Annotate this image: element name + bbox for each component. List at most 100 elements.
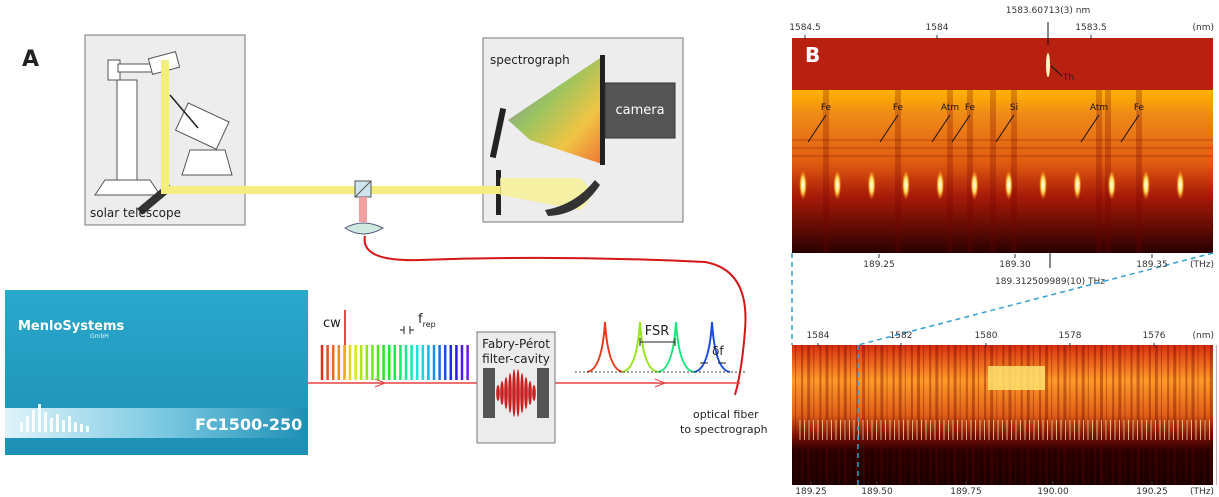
absorption-line <box>990 90 996 253</box>
line-label: 1583.60713(3) nm <box>1006 6 1090 16</box>
absorption-line <box>856 345 858 485</box>
comb-beam <box>359 197 367 222</box>
absorption-line <box>978 345 979 485</box>
cavity-lobe <box>496 385 500 401</box>
absorption-line <box>837 345 840 485</box>
absorption-line <box>1002 345 1005 485</box>
absorption-line <box>947 345 950 485</box>
line-id-arrow <box>1120 114 1140 143</box>
absorption-line <box>1161 345 1162 485</box>
absorption-line <box>1191 345 1195 485</box>
absorption-line <box>1075 345 1078 485</box>
line-id-arrow <box>807 114 827 143</box>
logo-bar <box>74 422 77 432</box>
line-id-arrow <box>931 114 951 143</box>
line-id-arrow <box>1080 114 1100 143</box>
freq-label: 189.312509989(10) THz <box>995 277 1105 287</box>
thz-unit: (THz) <box>1190 260 1214 270</box>
lens <box>344 222 385 235</box>
comb-mode-spot <box>901 170 910 200</box>
absorption-line <box>1008 345 1012 485</box>
zoom-region <box>988 366 1045 390</box>
absorption-line <box>1032 345 1034 485</box>
absorption-line <box>886 345 888 485</box>
nm-tick-label: 1580 <box>975 331 998 341</box>
absorption-line <box>1096 90 1102 253</box>
absorption-line <box>819 345 822 485</box>
th-label: Th <box>1062 73 1074 83</box>
fsr-label: FSR <box>645 324 670 339</box>
logo-bar <box>62 420 65 432</box>
zoom-guides <box>791 252 1214 485</box>
camera-box <box>604 82 676 139</box>
comb-mode-spot <box>1039 170 1048 200</box>
comb-mode-spot <box>799 170 807 200</box>
absorption-line <box>935 345 939 485</box>
nm-unit: (nm) <box>1193 23 1215 33</box>
absorption-line <box>904 345 906 485</box>
logo-bar <box>68 416 71 432</box>
logo-bar <box>26 416 29 432</box>
company-label: GmbH <box>90 333 109 340</box>
thz-tick-label: 190.00 <box>1037 487 1069 497</box>
absorption-line <box>1124 345 1126 485</box>
absorption-line <box>831 345 833 485</box>
cavity-lobe <box>516 369 520 417</box>
frep-label: frep <box>418 312 436 329</box>
line-id-label: Fe <box>1134 103 1145 113</box>
absorption-line <box>1087 345 1089 485</box>
delta-f-label: δf <box>712 344 724 358</box>
thorium-line <box>1046 53 1050 77</box>
grating <box>489 107 507 159</box>
absorption-line <box>807 345 811 485</box>
absorption-line <box>929 345 932 485</box>
telescope-label: solar telescope <box>90 206 181 220</box>
thz-tick-label: 190.25 <box>1136 487 1168 497</box>
comb-mode-spot <box>970 170 979 200</box>
optical-fiber <box>363 235 747 396</box>
line-id-label: Atm <box>1090 103 1108 113</box>
nm-tick-label: 1584.5 <box>789 23 821 33</box>
beam-splitter-face <box>354 180 372 198</box>
nm-tick-label: 1582 <box>890 331 913 341</box>
absorption-line <box>967 90 973 253</box>
collimator <box>545 180 600 216</box>
thz-unit: (THz) <box>1190 487 1214 497</box>
absorption-line <box>1093 345 1096 485</box>
logo-bar <box>32 410 35 432</box>
fiber-label: to spectrograph <box>680 423 768 436</box>
logo-bar <box>86 426 89 432</box>
absorption-line <box>801 345 804 485</box>
absorption-line <box>813 345 815 485</box>
absorption-line <box>923 345 925 485</box>
thorium-strip <box>792 38 1213 90</box>
thz-tick-label: 189.25 <box>795 487 827 497</box>
comb-mode-spot <box>1004 170 1013 200</box>
absorption-line <box>990 345 994 485</box>
panel-label: B <box>805 43 820 67</box>
absorption-line <box>1069 345 1071 485</box>
comb-lines <box>320 345 469 380</box>
thz-tick-label: 189.50 <box>861 487 893 497</box>
absorption-line <box>996 345 998 485</box>
filtered-peak <box>621 321 659 373</box>
absorption-line <box>880 345 884 485</box>
model-label: FC1500-250 <box>195 415 302 434</box>
filtered-peak <box>693 321 731 373</box>
lower-features <box>795 345 1217 485</box>
absorption-line <box>898 345 902 485</box>
absorption-line <box>1118 345 1122 485</box>
comb-unit-band <box>5 408 308 438</box>
light-arrow <box>169 94 199 129</box>
cavity-lobe <box>504 377 508 409</box>
absorption-line <box>1026 345 1030 485</box>
absorption-line <box>1215 345 1217 485</box>
absorption-line <box>1057 345 1060 485</box>
absorption-line <box>1142 345 1144 485</box>
cavity-mode <box>496 369 536 417</box>
line-id-arrow <box>951 114 971 143</box>
beam-arrow <box>374 378 387 388</box>
nm-tick-label: 1584 <box>926 23 949 33</box>
line-id-arrow <box>879 114 899 143</box>
